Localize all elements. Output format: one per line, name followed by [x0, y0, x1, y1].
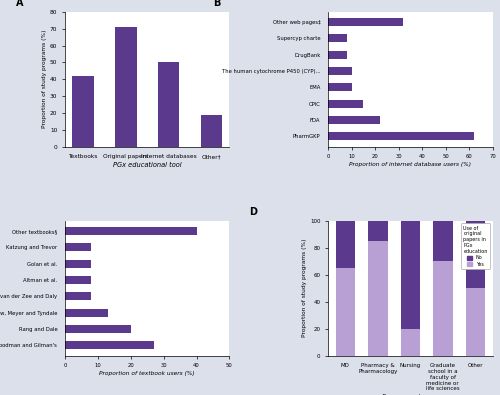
Bar — [65, 227, 196, 235]
Bar — [400, 329, 420, 356]
Bar — [328, 67, 351, 75]
Bar — [158, 62, 179, 147]
Text: D: D — [249, 207, 257, 217]
Bar — [115, 27, 136, 147]
Bar — [328, 83, 351, 92]
Bar — [433, 261, 452, 356]
Bar — [368, 221, 388, 241]
Bar — [65, 243, 92, 251]
Bar — [328, 132, 474, 141]
Bar — [200, 115, 222, 147]
Bar — [328, 100, 364, 108]
Bar — [72, 76, 94, 147]
Bar — [328, 34, 347, 43]
Bar — [466, 221, 485, 288]
X-axis label: Proportion of internet database users (%): Proportion of internet database users (%… — [350, 162, 472, 167]
X-axis label: Program category: Program category — [382, 394, 438, 395]
Bar — [65, 308, 108, 317]
Bar — [328, 116, 380, 124]
Bar — [65, 341, 154, 349]
Bar — [400, 221, 420, 329]
Bar — [65, 260, 92, 268]
Bar — [328, 18, 403, 26]
Bar — [433, 221, 452, 261]
Bar — [65, 276, 92, 284]
Bar — [466, 288, 485, 356]
Bar — [336, 221, 355, 268]
Y-axis label: Proportion of study programs (%): Proportion of study programs (%) — [302, 239, 307, 337]
X-axis label: PGx educational tool: PGx educational tool — [113, 162, 182, 168]
Bar — [65, 292, 92, 300]
X-axis label: Proportion of textbook users (%): Proportion of textbook users (%) — [100, 371, 195, 376]
Text: A: A — [16, 0, 23, 8]
Bar — [328, 51, 347, 59]
Bar — [368, 241, 388, 356]
Y-axis label: Proportion of study programs (%): Proportion of study programs (%) — [42, 30, 47, 128]
Bar — [336, 268, 355, 356]
Bar — [65, 325, 131, 333]
Legend: No, Yes: No, Yes — [461, 223, 490, 269]
Text: B: B — [213, 0, 220, 8]
